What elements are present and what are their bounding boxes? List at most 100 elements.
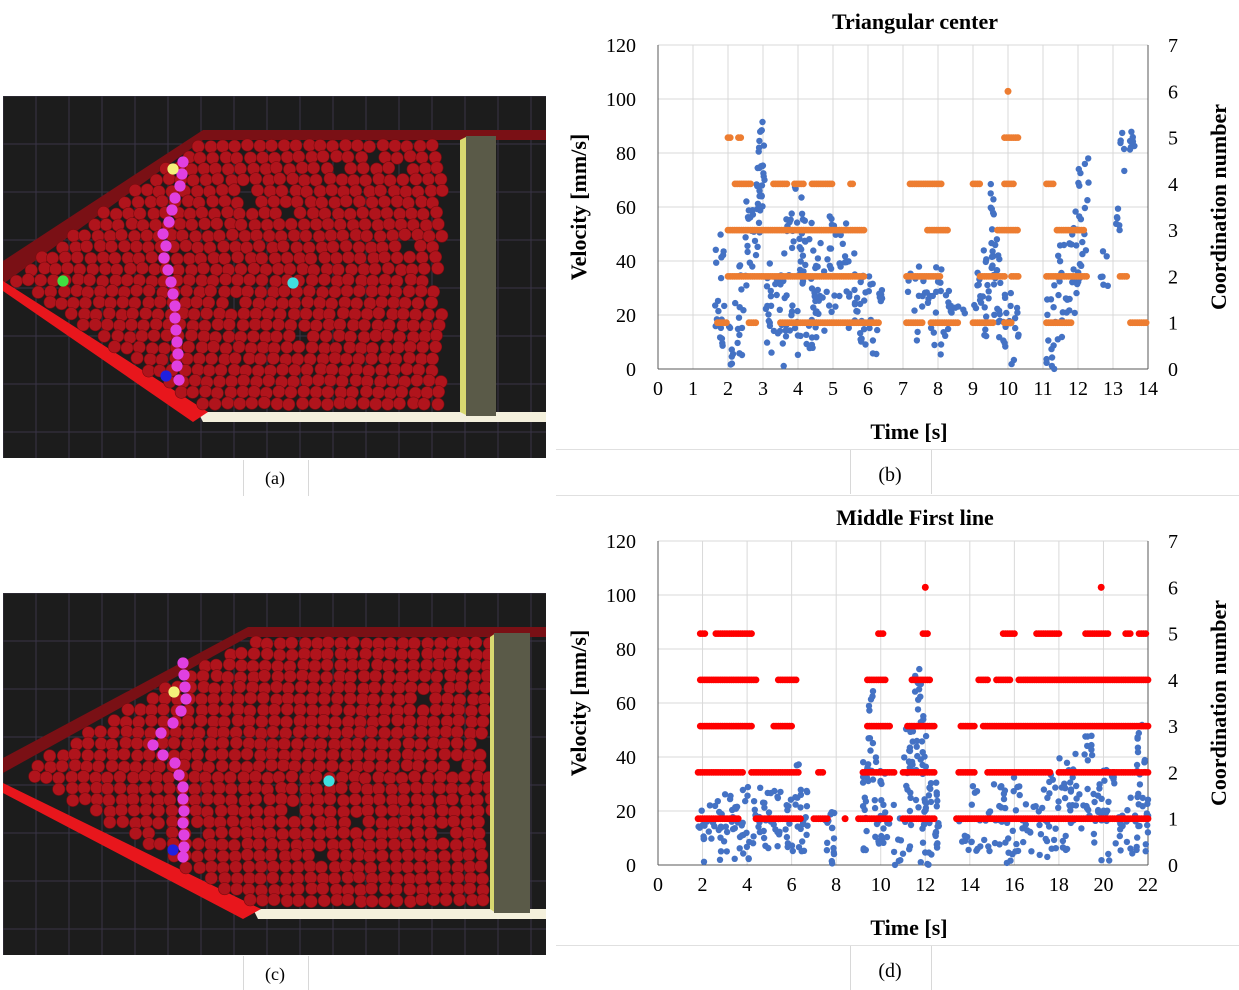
sim-c-particle	[294, 680, 308, 694]
sim-a-particle	[314, 362, 328, 376]
chart-d-coordination-point	[1055, 630, 1063, 637]
sim-a-particle	[109, 207, 123, 221]
chart-d-velocity-point	[731, 855, 738, 862]
chart-d-velocity-point	[1117, 826, 1124, 833]
chart-b-velocity-point	[990, 281, 998, 288]
chart-d-velocity-point	[1127, 845, 1134, 852]
sim-a-particle	[387, 296, 401, 310]
sim-a-particle	[231, 250, 245, 264]
sim-c-particle	[207, 702, 221, 716]
sim-c-particle	[383, 771, 397, 785]
sim-c-particle	[230, 882, 244, 896]
sim-a-particle	[352, 284, 366, 298]
sim-c-particle	[293, 714, 307, 728]
sim-c-particle	[443, 669, 457, 683]
chart-d-velocity-point	[1111, 780, 1118, 787]
chart-b-x-tick-label: 14	[1138, 378, 1158, 400]
chart-d-velocity-point	[1098, 795, 1105, 802]
sim-c-particle	[142, 837, 156, 851]
sim-c-particle	[430, 670, 444, 684]
chart-b-velocity-point	[732, 299, 739, 307]
chart-b-velocity-point	[781, 294, 788, 302]
sim-a-particle	[129, 240, 143, 254]
chart-d-velocity-point	[915, 804, 922, 811]
chart-d-coordination-point	[1011, 630, 1018, 637]
sim-c-particle	[210, 669, 224, 683]
chart-b-velocity-point	[853, 294, 861, 301]
chart-d-velocity-point	[934, 840, 941, 847]
sim-c-particle	[233, 680, 247, 694]
sim-a-particle	[377, 351, 391, 365]
sim-a-particle	[97, 206, 111, 220]
sim-c-particle	[450, 736, 464, 750]
sim-a-tracked-particle	[177, 156, 189, 168]
sim-a-particle	[330, 149, 344, 163]
sim-a-particle	[185, 218, 199, 232]
sim-c-particle	[363, 748, 377, 762]
chart-b-velocity-point	[862, 341, 869, 348]
sim-c-particle	[276, 827, 290, 841]
chart-b-velocity-point	[983, 313, 990, 320]
sim-a-particle	[352, 195, 366, 209]
chart-d-velocity-point	[1014, 783, 1021, 791]
sim-c-particle	[403, 882, 417, 896]
sim-a-particle	[335, 173, 349, 187]
chart-d-velocity-point	[1069, 802, 1076, 809]
sim-a-tracked-particle	[169, 312, 181, 324]
sim-c-particle	[243, 893, 257, 907]
chart-b-velocity-point	[1060, 241, 1068, 249]
sim-a-particle	[126, 307, 140, 321]
chart-b-velocity-point	[738, 286, 745, 293]
sim-a-particle	[195, 206, 209, 220]
sim-c-particle	[270, 680, 284, 694]
sim-a-particle	[284, 385, 298, 399]
chart-d-velocity-point	[872, 833, 879, 840]
sim-a-particle	[204, 140, 218, 154]
chart-b-velocity-point	[799, 252, 807, 259]
sim-c-particle	[152, 760, 166, 774]
chart-b-y2-tick-label: 1	[1168, 313, 1178, 335]
chart-d-velocity-point	[990, 781, 998, 788]
chart-d-velocity-point	[878, 780, 885, 788]
chart-d-coordination-point	[792, 676, 800, 684]
sim-c-particle	[451, 871, 465, 885]
sim-c-tracked-particle	[180, 693, 192, 705]
chart-d-velocity-point	[1142, 841, 1149, 848]
sim-a-particle	[287, 307, 301, 321]
sim-c-particle	[126, 771, 140, 785]
sim-a-particle	[284, 217, 298, 231]
sim-a-particle	[208, 397, 222, 411]
chart-d-velocity-point	[740, 850, 747, 857]
sim-c-particle	[433, 636, 447, 650]
sim-a-particle	[390, 194, 404, 208]
sim-a-particle	[221, 162, 235, 176]
sim-a-particle	[356, 206, 370, 220]
sim-a-tracked-particle	[174, 180, 186, 192]
chart-d-velocity-point	[797, 786, 804, 793]
sim-a-particle	[192, 352, 206, 366]
chart-b-velocity-point	[755, 148, 762, 155]
sim-a-floor	[198, 412, 546, 422]
chart-b-coordination-point	[747, 180, 754, 188]
sim-c-particle	[388, 748, 402, 762]
sim-c-particle	[119, 736, 133, 750]
chart-b-coordination-point	[1010, 180, 1017, 188]
chart-b-velocity-point	[788, 308, 796, 315]
chart-d-coordination-point	[1097, 583, 1105, 591]
sim-a-particle	[312, 229, 326, 243]
chart-d-velocity-point	[1059, 844, 1067, 851]
chart-d-velocity-point	[1133, 761, 1141, 769]
sim-a-particle	[306, 206, 320, 220]
chart-b-velocity-point	[1077, 169, 1084, 177]
chart-b-coordination-point	[1014, 273, 1022, 280]
sim-a-particle	[140, 183, 154, 197]
sim-a-particle	[174, 385, 188, 399]
sim-c-particle	[152, 816, 166, 830]
caption-box-d	[850, 946, 932, 990]
sim-c-particle	[353, 725, 367, 739]
sim-c-particle	[273, 637, 287, 651]
chart-d-velocity-point	[1073, 782, 1080, 790]
chart-b-velocity-point	[767, 302, 775, 309]
sim-c-particle	[446, 636, 460, 650]
chart-d-velocity-point	[717, 848, 725, 855]
